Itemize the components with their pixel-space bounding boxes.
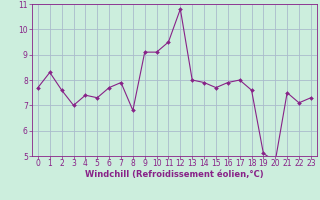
X-axis label: Windchill (Refroidissement éolien,°C): Windchill (Refroidissement éolien,°C) (85, 170, 264, 179)
